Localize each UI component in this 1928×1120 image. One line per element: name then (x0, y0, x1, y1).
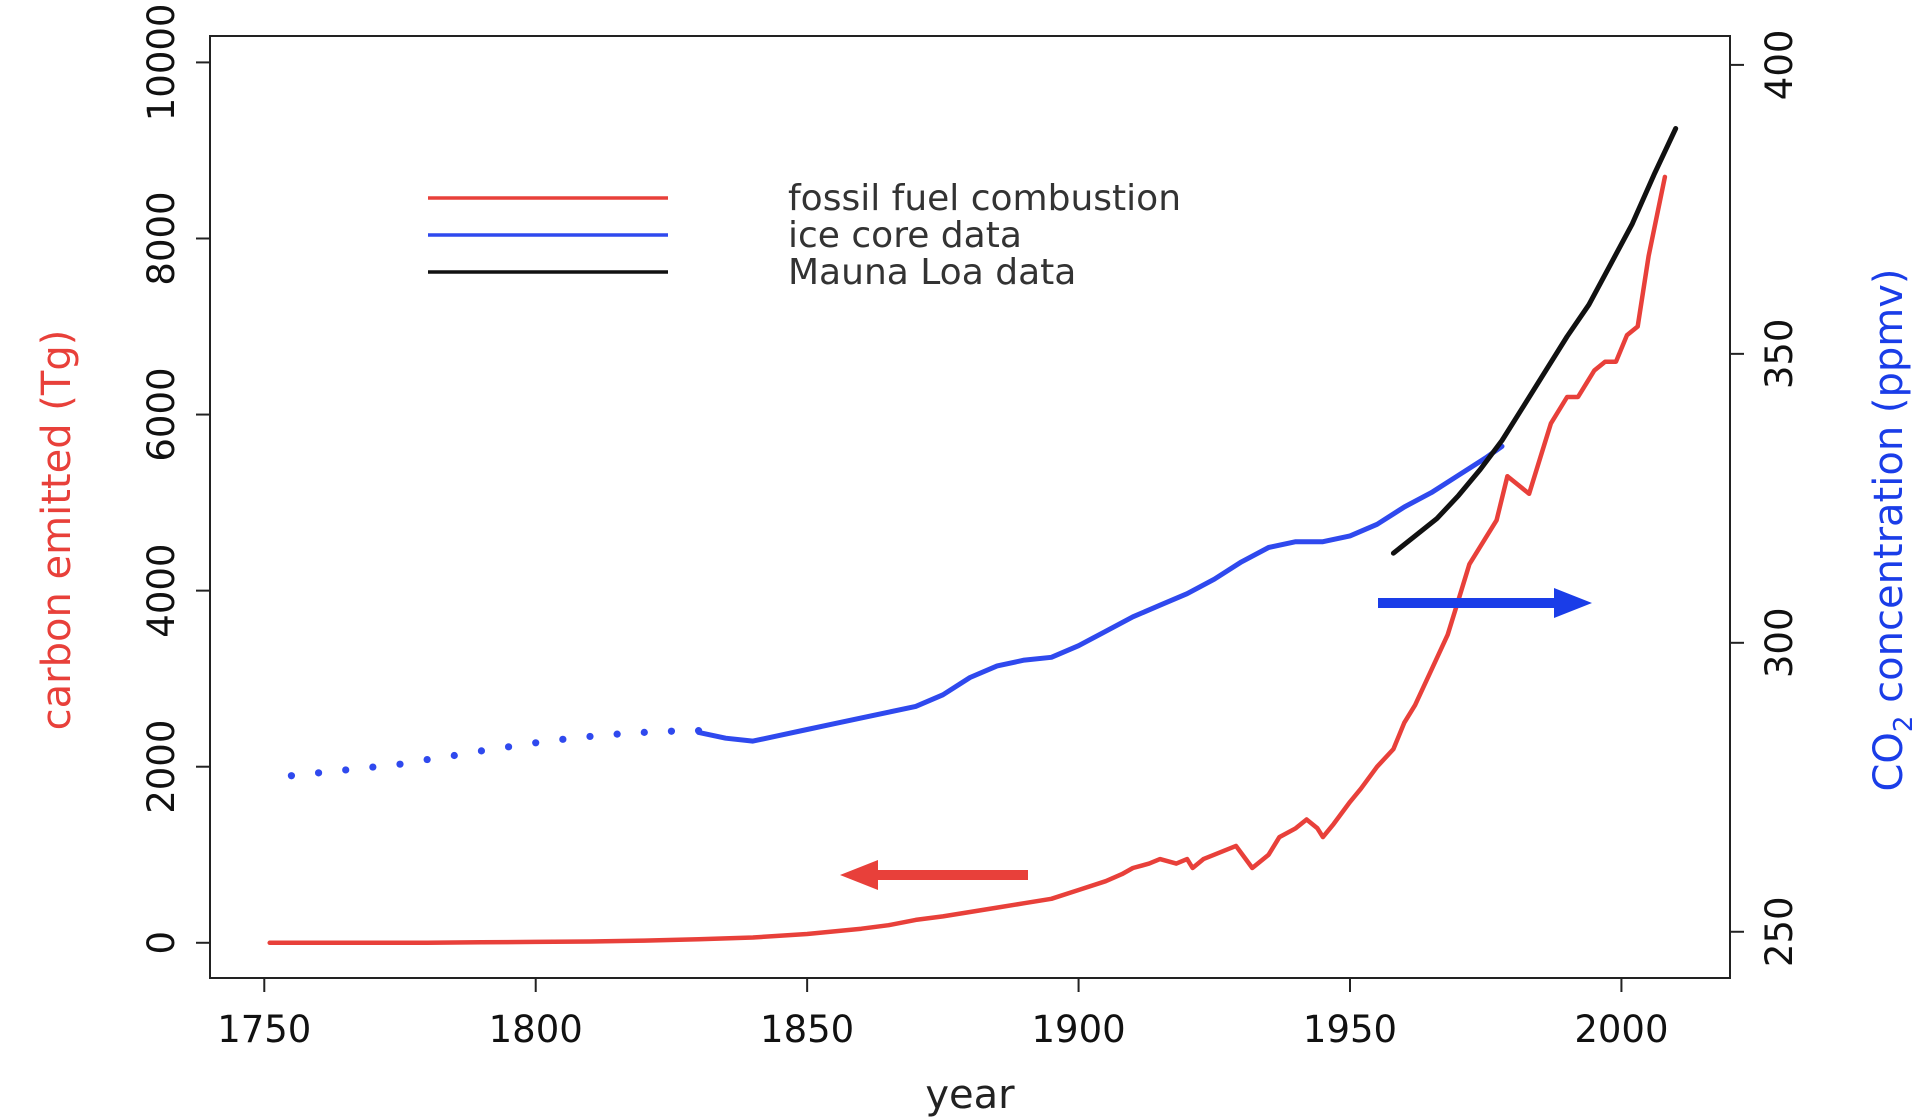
right-y-axis-title-subscript: 2 (1889, 716, 1919, 733)
ice-core-early-point (314, 769, 323, 777)
right-y-tick-label: 350 (1758, 319, 1801, 390)
series-layer (267, 126, 1679, 946)
ice-core-early-point (532, 739, 540, 747)
right-y-tick-label: 300 (1758, 607, 1801, 678)
right-y-axis-title: CO2 concentration (ppmv) (1866, 268, 1919, 791)
right-y-tick-label: 250 (1758, 896, 1801, 967)
legend-label: Mauna Loa data (788, 252, 1076, 293)
ice-core-early-point (559, 735, 567, 743)
x-tick-label: 1800 (489, 1008, 583, 1051)
left-y-tick-label: 10000 (140, 4, 183, 122)
right-y-axis-title-co: CO (1866, 732, 1912, 791)
plot-frame (209, 35, 1731, 979)
ice-core-data-line (696, 443, 1505, 744)
ice-core-early-point (342, 766, 350, 774)
x-tick-label: 1750 (217, 1008, 311, 1051)
ice-core-early-point (423, 755, 431, 764)
right-y-axis: 250 300 350 400 (1730, 30, 1801, 967)
arrow-pointing-left-axis (840, 860, 1028, 890)
left-y-tick-label: 4000 (140, 544, 183, 638)
ice-core-early-point (504, 743, 513, 751)
x-tick-label: 1900 (1031, 1008, 1125, 1051)
x-axis-title: year (925, 1072, 1015, 1118)
fossil-fuel-combustion-line (267, 174, 1668, 946)
left-y-axis-title: carbon emitted (Tg) (34, 330, 80, 731)
ice-core-early-point (613, 730, 621, 738)
ice-core-early-point (450, 751, 458, 760)
x-axis: 1750 1800 1850 1900 1950 2000 (217, 978, 1669, 1051)
left-y-tick-label: 0 (140, 931, 183, 955)
ice-core-early-point (287, 772, 296, 780)
ice-core-early-point (586, 732, 594, 741)
ice-core-early-point (369, 763, 377, 771)
right-y-tick-label: 400 (1758, 30, 1801, 101)
mauna-loa-data-line (1390, 126, 1679, 556)
legend-label: fossil fuel combustion (788, 178, 1181, 219)
left-y-tick-label: 8000 (140, 191, 183, 285)
x-tick-label: 1850 (760, 1008, 854, 1051)
left-y-tick-label: 6000 (140, 367, 183, 461)
x-tick-label: 1950 (1303, 1008, 1397, 1051)
ice-core-early-point (396, 760, 404, 768)
ice-core-early-point (694, 727, 703, 735)
arrow-pointing-right-axis (1378, 588, 1592, 618)
right-y-axis-title-rest: concentration (ppmv) (1866, 268, 1912, 715)
ice-core-early-point (640, 728, 648, 736)
left-y-tick-label: 2000 (140, 720, 183, 814)
legend-label: ice core data (788, 215, 1022, 256)
ice-core-early-point (477, 747, 486, 755)
left-y-axis: 0 2000 4000 6000 8000 10000 (140, 4, 210, 955)
x-tick-label: 2000 (1574, 1008, 1668, 1051)
ice-core-early-point (667, 727, 676, 735)
